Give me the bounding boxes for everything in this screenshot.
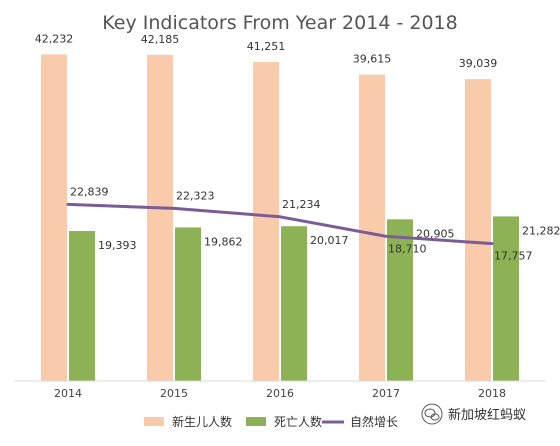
bar-deaths-2014 <box>69 231 95 381</box>
label-growth-2017: 18,710 <box>388 242 427 255</box>
label-growth-2015: 22,323 <box>176 189 215 202</box>
bar-deaths-2017 <box>387 219 413 381</box>
x-tick-2018: 2018 <box>478 387 506 400</box>
bar-births-2015 <box>147 54 173 381</box>
x-tick-2015: 2015 <box>160 387 188 400</box>
label-deaths-2016: 20,017 <box>310 234 349 247</box>
bar-births-2016 <box>253 61 279 381</box>
label-births-2015: 42,185 <box>141 33 180 46</box>
label-growth-2018: 17,757 <box>494 250 533 263</box>
bar-deaths-2015 <box>175 227 201 381</box>
label-deaths-2017: 20,905 <box>416 227 455 240</box>
label-births-2016: 41,251 <box>247 40 286 53</box>
label-births-2017: 39,615 <box>353 53 392 66</box>
point-growth-2017 <box>384 234 388 238</box>
legend-swatch-births <box>144 417 164 426</box>
legend-label-deaths: 死亡人数 <box>274 414 322 429</box>
watermark-text: 新加坡红蚂蚁 <box>448 407 526 423</box>
point-growth-2014 <box>66 202 70 206</box>
point-growth-2015 <box>172 206 176 210</box>
chart-title: Key Indicators From Year 2014 - 2018 <box>102 12 457 34</box>
label-births-2014: 42,232 <box>35 32 74 45</box>
legend-label-growth: 自然增长 <box>350 414 398 429</box>
wechat-icon <box>421 403 443 425</box>
bar-births-2014 <box>41 54 67 382</box>
legend: 新生儿人数 死亡人数 自然增长 <box>144 414 398 429</box>
label-deaths-2015: 19,862 <box>204 235 243 248</box>
line-natural-growth <box>67 202 493 246</box>
label-growth-2014: 22,839 <box>70 185 109 198</box>
x-tick-2016: 2016 <box>266 387 294 400</box>
bar-deaths-2018 <box>493 216 519 381</box>
x-tick-2014: 2014 <box>54 387 82 400</box>
bar-births-2017 <box>359 74 385 382</box>
legend-label-births: 新生儿人数 <box>172 414 232 429</box>
x-tick-2017: 2017 <box>372 387 400 400</box>
label-growth-2016: 21,234 <box>282 198 321 211</box>
plot-area: 42,232 19,393 42,185 19,862 41,251 20,017 39,6… <box>35 32 560 382</box>
x-axis-ticks: 2014 2015 2016 2017 2018 <box>54 387 506 400</box>
point-growth-2016 <box>278 215 282 219</box>
bar-deaths-2016 <box>281 226 307 381</box>
watermark: 新加坡红蚂蚁 <box>421 403 526 425</box>
bar-births-2018 <box>465 79 491 382</box>
label-deaths-2018: 21,282 <box>522 224 560 237</box>
legend-swatch-deaths <box>246 417 266 426</box>
label-births-2018: 39,039 <box>459 57 498 70</box>
point-growth-2018 <box>490 242 494 246</box>
label-deaths-2014: 19,393 <box>98 239 137 252</box>
